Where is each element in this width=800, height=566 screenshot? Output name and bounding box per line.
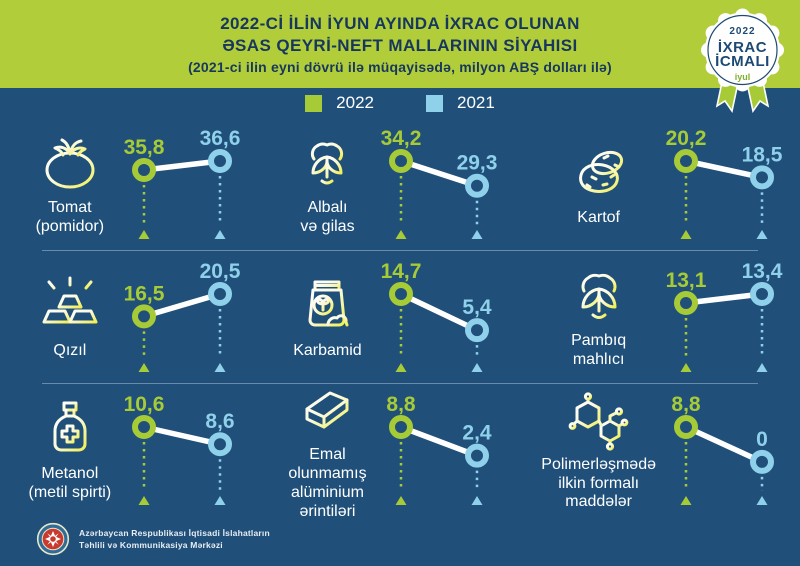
- legend-label-2022: 2022: [336, 93, 374, 112]
- export-item-3: Kartof 20,2 18,5: [515, 118, 800, 250]
- legend: 2022 2021: [0, 88, 800, 118]
- svg-text:8,6: 8,6: [205, 410, 234, 433]
- svg-text:2022: 2022: [729, 26, 755, 37]
- item-label: Albalı və gilas: [300, 199, 355, 235]
- svg-text:35,8: 35,8: [123, 136, 164, 159]
- cotton-icon: [567, 264, 631, 328]
- tomato-icon: [38, 131, 102, 195]
- export-items-grid: Tomat (pomidor) 35,8 36,6 Albalı və gilas 34…: [0, 118, 800, 520]
- svg-text:34,2: 34,2: [381, 127, 422, 150]
- svg-text:29,3: 29,3: [457, 151, 498, 174]
- item-label: Polimerləşmədə ilkin formalı maddələr: [541, 455, 656, 511]
- cherry-icon: [295, 131, 359, 195]
- export-item-4: Qızıl 16,5 20,5: [0, 251, 258, 383]
- export-item-6: Pambıq mahlıcı 13,1 13,4: [515, 251, 800, 383]
- legend-swatch-2022: [305, 94, 323, 112]
- polymer-molecule-icon: [567, 388, 631, 452]
- item-label: Kartof: [577, 208, 620, 226]
- slope-chart: 34,2 29,3: [371, 117, 509, 252]
- slope-chart: 10,6 8,6: [114, 383, 252, 518]
- svg-text:36,6: 36,6: [199, 127, 240, 150]
- svg-text:2,4: 2,4: [463, 421, 493, 444]
- item-label: Qızıl: [53, 341, 87, 359]
- slope-chart: 35,8 36,6: [114, 117, 252, 252]
- svg-text:13,4: 13,4: [742, 260, 783, 283]
- slope-chart: 13,1 13,4: [656, 250, 794, 385]
- slope-chart: 16,5 20,5: [114, 250, 252, 385]
- item-label: Pambıq mahlıcı: [571, 332, 627, 368]
- methanol-bottle-icon: [38, 397, 102, 461]
- slope-chart: 14,7 5,4: [371, 250, 509, 385]
- footer: Azərbaycan Respublikası İqtisadi İslahat…: [36, 522, 270, 556]
- item-label: Emal olunmamış alüminium ərintiləri: [288, 446, 367, 520]
- svg-text:İXRAC: İXRAC: [718, 39, 767, 56]
- org-name-line2: Təhlili və Kommunikasiya Mərkəzi: [79, 540, 223, 550]
- page-title-line1: 2022-Cİ İLİN İYUN AYINDA İXRAC OLUNAN: [220, 14, 580, 33]
- svg-text:5,4: 5,4: [463, 296, 493, 319]
- legend-item-2021: 2021: [426, 93, 495, 113]
- export-item-1: Tomat (pomidor) 35,8 36,6: [0, 118, 258, 250]
- gold-bars-icon: [38, 274, 102, 338]
- state-emblem-icon: [36, 522, 70, 556]
- export-item-7: Metanol (metil spirti) 10,6 8,6: [0, 384, 258, 516]
- item-label: Tomat (pomidor): [35, 199, 105, 235]
- item-label: Metanol (metil spirti): [28, 465, 112, 501]
- export-review-badge: 2022 İXRAC İCMALI iyul: [695, 5, 790, 117]
- header-band: 2022-Cİ İLİN İYUN AYINDA İXRAC OLUNAN ƏS…: [0, 0, 800, 88]
- page-title-line2: ƏSAS QEYRİ-NEFT MALLARININ SİYAHISI: [222, 35, 578, 55]
- svg-text:İCMALI: İCMALI: [715, 53, 770, 70]
- svg-text:14,7: 14,7: [381, 260, 422, 283]
- export-item-9: Polimerləşmədə ilkin formalı maddələr 8,8…: [515, 384, 800, 516]
- slope-chart: 20,2 18,5: [656, 117, 794, 252]
- export-item-8: Emal olunmamış alüminium ərintiləri 8,8 2,…: [258, 383, 516, 520]
- item-label: Karbamid: [293, 341, 362, 359]
- export-item-2: Albalı və gilas 34,2 29,3: [258, 118, 516, 250]
- svg-text:10,6: 10,6: [123, 393, 164, 416]
- row-divider: [42, 250, 758, 251]
- row-divider: [42, 383, 758, 384]
- svg-text:8,8: 8,8: [671, 393, 701, 416]
- org-name-line1: Azərbaycan Respublikası İqtisadi İslahat…: [79, 527, 270, 538]
- page-subtitle: (2021-ci ilin eyni dövrü ilə müqayisədə,…: [188, 58, 612, 75]
- export-item-5: Karbamid 14,7 5,4: [258, 251, 516, 383]
- svg-text:20,2: 20,2: [666, 127, 707, 150]
- aluminium-ingot-icon: [295, 378, 359, 442]
- svg-text:8,8: 8,8: [387, 393, 417, 416]
- svg-text:iyul: iyul: [735, 72, 751, 82]
- legend-swatch-2021: [426, 94, 443, 112]
- potato-icon: [567, 141, 631, 205]
- svg-text:16,5: 16,5: [123, 282, 164, 305]
- legend-label-2021: 2021: [457, 93, 495, 112]
- svg-text:18,5: 18,5: [742, 143, 783, 166]
- svg-text:13,1: 13,1: [666, 269, 707, 292]
- legend-item-2022: 2022: [305, 93, 374, 113]
- slope-chart: 8,8 2,4: [371, 383, 509, 518]
- slope-chart: 8,8 0: [656, 383, 794, 518]
- svg-text:0: 0: [756, 427, 768, 450]
- svg-text:20,5: 20,5: [199, 260, 240, 283]
- fertilizer-bag-icon: [295, 274, 359, 338]
- badge-rosette-icon: [701, 8, 784, 92]
